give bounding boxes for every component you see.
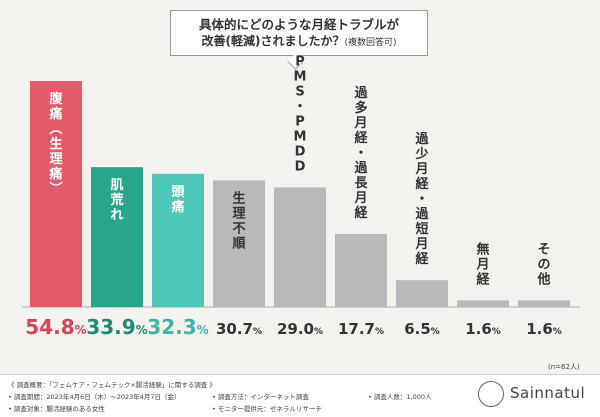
bar-chart: 腹痛︵生理痛︶ 54.8% 肌荒れ 33.9% 頭痛 32.3% 生理不順 30.7% P M S ・… (22, 54, 580, 339)
category-label-4: P M S ・ P M D D (293, 54, 306, 174)
value-label-2: 32.3% (147, 315, 208, 339)
bar-0 (30, 81, 82, 307)
value-label-7: 1.6% (465, 320, 501, 338)
chart-title-line1: 具体的にどのような月経トラブルが (198, 17, 399, 32)
category-label-7: 無月経 (475, 241, 490, 287)
survey-count: • 調査人数：1,000人 (368, 393, 432, 401)
bar-8 (518, 300, 570, 307)
bar-7 (457, 300, 509, 307)
value-label-1: 33.9% (86, 315, 147, 339)
chart-title-main: 改善(軽減)されましたか？ (201, 34, 345, 48)
value-label-5: 17.7% (338, 320, 384, 338)
category-label-5: 過多月経・過長月経 (353, 85, 368, 221)
category-label-2: 頭痛 (170, 185, 185, 215)
category-label-0: 腹痛︵生理痛︶ (48, 91, 63, 197)
chart-title-line2: 改善(軽減)されましたか？(複数回答可) (171, 33, 427, 51)
value-label-6: 6.5% (404, 320, 440, 338)
chart-title-sub: (複数回答可) (344, 38, 397, 48)
sample-size-note: (n=62人) (548, 363, 580, 371)
brand-name: Sainnatul (510, 384, 586, 402)
category-label-3: 生理不順 (232, 190, 246, 251)
bar-2 (152, 173, 204, 307)
value-label-8: 1.6% (526, 320, 562, 338)
bar-6 (396, 280, 448, 307)
value-label-3: 30.7% (216, 320, 262, 338)
survey-overview: 《 調査概要：「フェムケア・フェムテック×腸活経験」に関する調査 》 (8, 381, 216, 389)
bar-3 (213, 180, 265, 307)
survey-method: • 調査方法：インターネット調査 (212, 393, 309, 401)
category-label-1: 肌荒れ (109, 178, 123, 223)
bar-1 (91, 167, 143, 307)
bar-5 (335, 234, 387, 307)
survey-target: • 調査対象：腸活経験のある女性 (8, 405, 105, 413)
value-label-0: 54.8% (25, 315, 86, 339)
chart-title-box: 具体的にどのような月経トラブルが 改善(軽減)されましたか？(複数回答可) (170, 10, 428, 56)
survey-provider: • モニター提供元：ゼネラルリサーチ (212, 405, 322, 413)
survey-period: • 調査期間：2023年4月6日（木）～2023年4月7日（金） (8, 393, 181, 401)
bar-4 (274, 187, 326, 307)
category-label-8: その他 (536, 242, 550, 287)
brand-logo-icon (478, 381, 504, 407)
category-label-6: 過少月経・過短月経 (414, 131, 429, 267)
value-label-4: 29.0% (277, 320, 323, 338)
